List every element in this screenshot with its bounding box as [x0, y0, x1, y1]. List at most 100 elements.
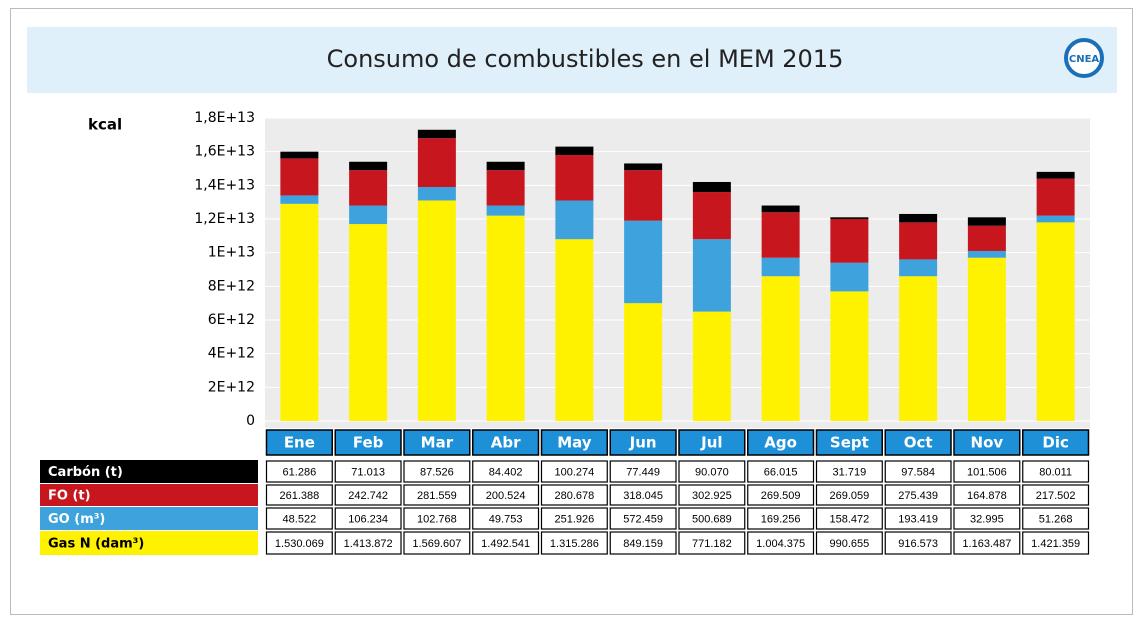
bar-segment [967, 250, 1006, 258]
month-cell [884, 429, 952, 456]
bar-segment [280, 158, 319, 196]
y-tick-label: 2E+12 [208, 379, 255, 395]
bar-segment [555, 200, 594, 240]
month-cell [472, 429, 540, 456]
bar-segment [349, 170, 388, 206]
table-cell [540, 484, 608, 506]
legend-label: Gas N (dam³) [48, 537, 144, 552]
table-value: 66.015 [764, 466, 798, 478]
table-cell [747, 484, 815, 506]
legend-swatch [40, 507, 258, 530]
table-cell [1022, 460, 1090, 483]
table-cell [265, 460, 333, 483]
bar-segment [899, 276, 938, 421]
y-tick-label: 1,2E+13 [194, 211, 255, 227]
table-value: 84.402 [489, 466, 523, 478]
table-cell [678, 484, 746, 506]
y-axis-label: kcal [88, 116, 122, 134]
table-value: 275.439 [898, 490, 938, 502]
table-cell [815, 460, 883, 483]
legend-label: FO (t) [48, 489, 91, 504]
table-value: 61.286 [283, 466, 317, 478]
table-value: 49.753 [489, 513, 523, 525]
bar-segment [899, 213, 938, 223]
y-tick-label: 6E+12 [208, 312, 255, 328]
table-value: 318.045 [623, 490, 663, 502]
bar-segment [761, 205, 800, 213]
table-cell [815, 484, 883, 506]
table-cell [815, 507, 883, 530]
table-value: 261.388 [279, 490, 319, 502]
x-tick-label: Abr [491, 434, 521, 452]
x-tick-label: Ene [284, 434, 315, 452]
table-value: 916.573 [898, 538, 938, 550]
table-value: 77.449 [626, 466, 660, 478]
table-value: 48.522 [283, 513, 317, 525]
bar-segment [486, 161, 525, 171]
month-cell [540, 429, 608, 456]
bar-segment [830, 262, 869, 292]
bar-segment [349, 224, 388, 421]
bar-segment [1036, 178, 1075, 216]
table-value: 169.256 [761, 513, 801, 525]
bar-segment [280, 203, 319, 421]
table-cell [265, 531, 333, 555]
table-cell [334, 460, 402, 483]
bar-segment [761, 212, 800, 258]
month-cell [678, 429, 746, 456]
bar-segment [417, 138, 456, 188]
table-cell [265, 484, 333, 506]
x-tick-label: Feb [353, 434, 384, 452]
month-cell [265, 429, 333, 456]
legend-label: Carbón (t) [48, 465, 123, 480]
x-tick-label: Nov [971, 434, 1004, 452]
table-value: 572.459 [623, 513, 663, 525]
legend-swatch [40, 484, 258, 506]
bar-segment [417, 187, 456, 201]
bar-segment [624, 303, 663, 421]
table-value: 200.524 [486, 490, 526, 502]
table-cell [403, 484, 471, 506]
month-cell [953, 429, 1021, 456]
bar-segment [692, 181, 731, 193]
x-tick-label: May [557, 434, 592, 452]
bar-segment [349, 205, 388, 225]
x-tick-label: Dic [1042, 434, 1068, 452]
bar-segment [555, 155, 594, 201]
table-cell [265, 507, 333, 530]
table-cell [884, 484, 952, 506]
bar-segment [280, 195, 319, 204]
bar-segment [967, 217, 1006, 226]
month-cell [334, 429, 402, 456]
bar-segment [830, 291, 869, 421]
x-tick-label: Oct [904, 434, 933, 452]
table-cell [953, 484, 1021, 506]
table-value: 101.506 [967, 466, 1007, 478]
legend-swatch [40, 460, 258, 483]
bar-segment [555, 239, 594, 421]
x-tick-label: Jun [629, 434, 657, 452]
bar-segment [761, 257, 800, 277]
bar-segment [1036, 171, 1075, 179]
x-tick-label: Ago [764, 434, 797, 452]
table-value: 158.472 [829, 513, 869, 525]
bar-segment [967, 225, 1006, 251]
bar-segment [486, 215, 525, 421]
table-value: 849.159 [623, 538, 663, 550]
table-cell [1022, 507, 1090, 530]
table-value: 106.234 [348, 513, 388, 525]
table-cell [609, 460, 677, 483]
table-cell [747, 507, 815, 530]
table-cell [472, 460, 540, 483]
table-value: 97.584 [901, 466, 935, 478]
table-cell [1022, 531, 1090, 555]
table-cell [540, 507, 608, 530]
table-cell [884, 460, 952, 483]
table-cell [609, 507, 677, 530]
table-cell [540, 460, 608, 483]
table-value: 281.559 [417, 490, 457, 502]
table-value: 90.070 [695, 466, 729, 478]
table-value: 1.492.541 [481, 538, 530, 550]
table-value: 32.995 [970, 513, 1004, 525]
